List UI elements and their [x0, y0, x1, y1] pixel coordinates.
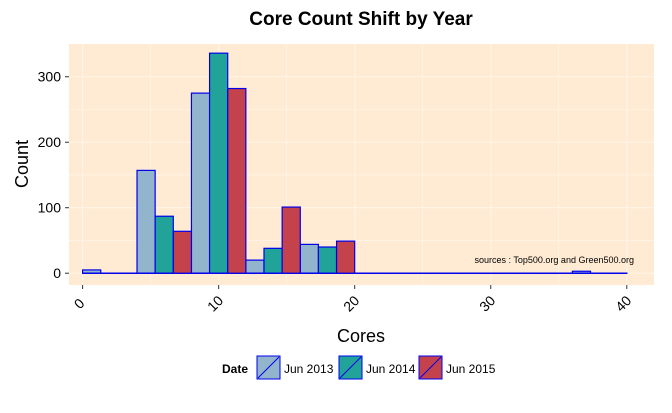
- bar-jun-2014-bin-13: [318, 247, 336, 273]
- legend: Date Jun 2013 Jun 2014 Jun 2015: [222, 356, 496, 379]
- y-axis-title: Count: [12, 140, 32, 188]
- bar-jun-2013-bin-12: [300, 244, 318, 273]
- legend-label-jun-2013: Jun 2013: [284, 362, 334, 376]
- legend-item-jun-2015: Jun 2015: [419, 356, 496, 379]
- legend-item-jun-2014: Jun 2014: [339, 356, 416, 379]
- source-annotation: sources : Top500.org and Green500.org: [475, 255, 634, 265]
- bar-jun-2013-bin-9: [246, 260, 264, 273]
- y-tick-label: 200: [38, 134, 62, 150]
- legend-title: Date: [222, 362, 248, 376]
- chart-title: Core Count Shift by Year: [249, 9, 473, 30]
- legend-label-jun-2014: Jun 2014: [366, 362, 416, 376]
- x-tick-label: 20: [340, 292, 362, 314]
- bar-jun-2013-bin-3: [137, 170, 155, 273]
- bar-jun-2015-bin-8: [228, 89, 246, 274]
- y-tick-label: 300: [38, 69, 62, 85]
- bar-jun-2015-bin-11: [282, 207, 300, 273]
- bar-jun-2015-bin-14: [337, 241, 355, 273]
- x-tick-label: 10: [204, 292, 226, 314]
- bar-jun-2014-bin-10: [264, 248, 282, 273]
- x-tick-label: 0: [71, 295, 88, 312]
- y-tick-label: 100: [38, 200, 62, 216]
- x-axis-title: Cores: [337, 326, 385, 346]
- legend-item-jun-2013: Jun 2013: [257, 356, 334, 379]
- y-tick-label: 0: [53, 265, 61, 281]
- x-tick-label: 40: [612, 292, 634, 314]
- bar-jun-2014-bin-4: [155, 216, 173, 273]
- bar-jun-2014-bin-7: [210, 53, 228, 273]
- bar-jun-2013-bin-6: [191, 93, 209, 273]
- x-tick-label: 30: [476, 292, 498, 314]
- legend-label-jun-2015: Jun 2015: [446, 362, 496, 376]
- bar-jun-2015-bin-5: [173, 231, 191, 273]
